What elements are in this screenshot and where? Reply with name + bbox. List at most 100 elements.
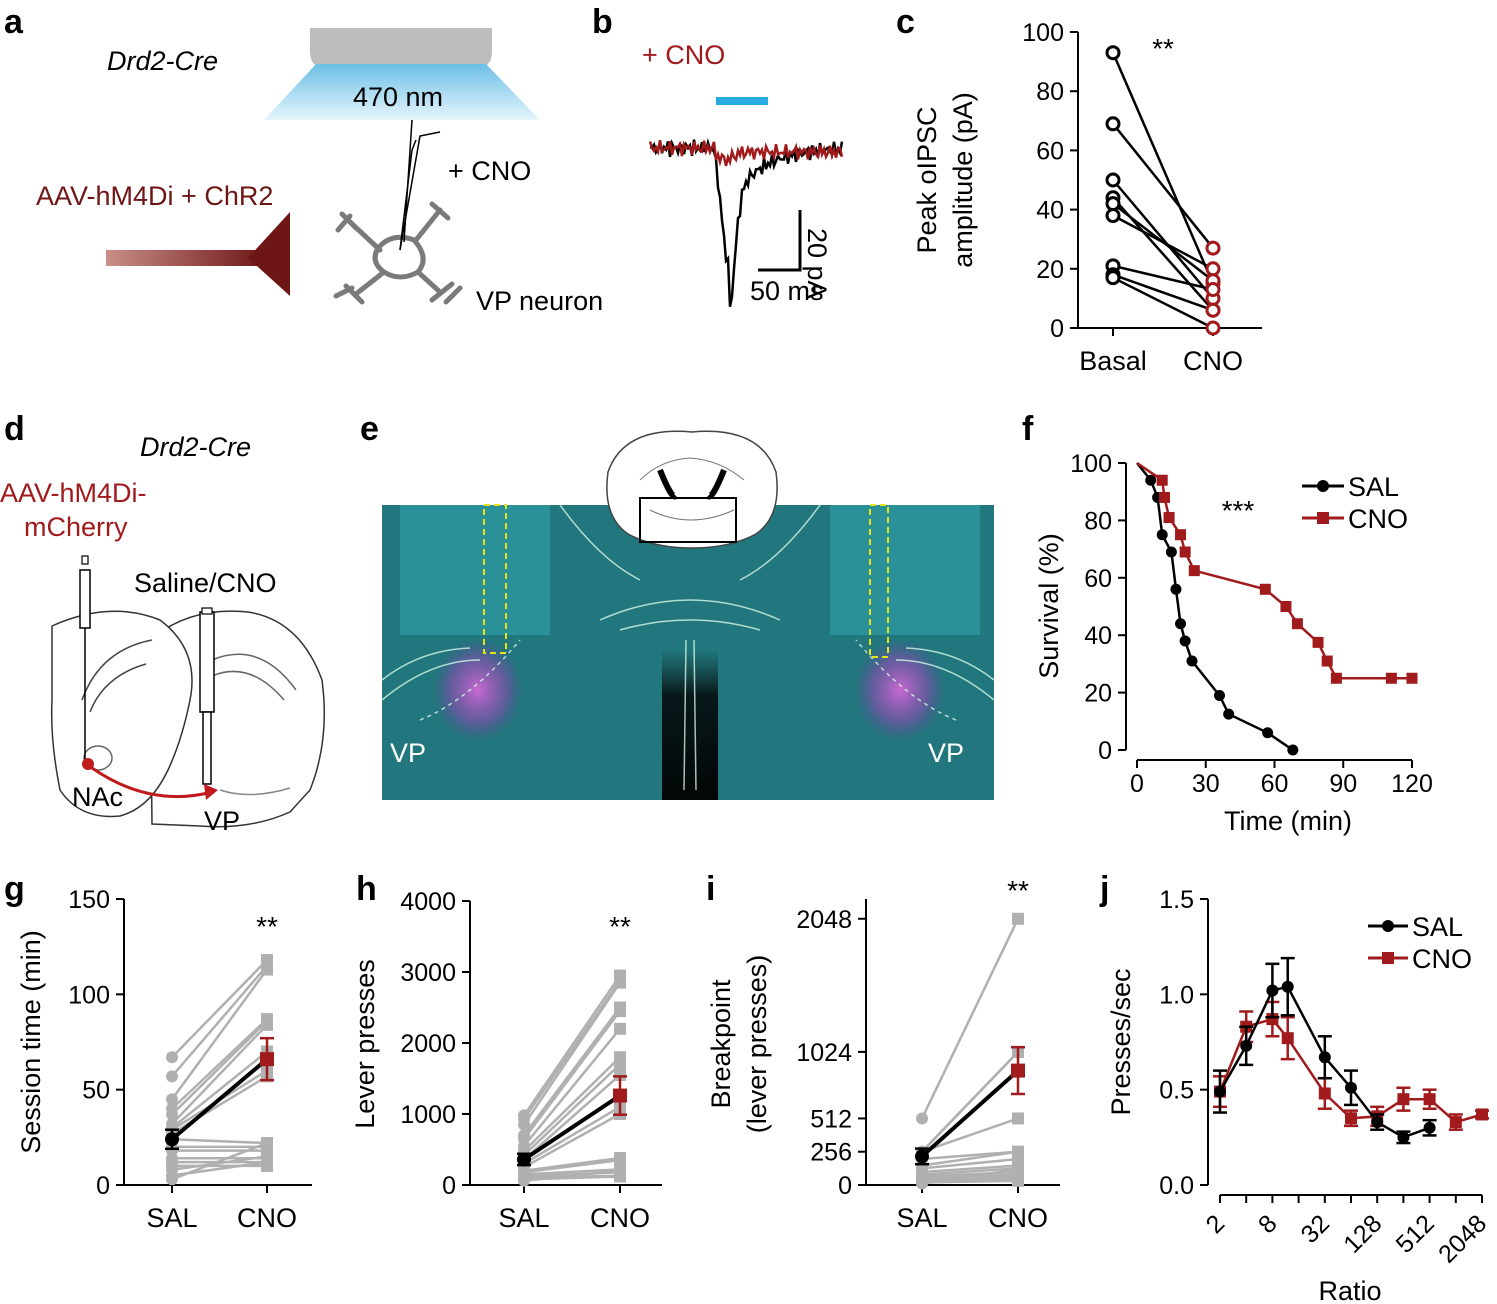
significance-marker: ***: [1222, 495, 1255, 526]
ipsc-trace-cno: [648, 139, 844, 167]
data-point-cno: [1281, 1032, 1294, 1045]
virus-label: mCherry: [24, 512, 128, 542]
pair-line: [523, 1056, 621, 1152]
data-point-sal: [1214, 1085, 1226, 1098]
data-point-basal: [1105, 45, 1121, 61]
chart-h: 0 1000 2000 3000 4000 SAL CNO: [400, 888, 662, 1233]
panel-f: f Survival (%) Time (min) *** 0 20 40 60 80 1…: [1022, 410, 1433, 836]
panel-g: g Session time (min) ** 0 50 100 150 SAL CNO: [4, 870, 312, 1233]
data-point-cno: [1179, 546, 1191, 558]
data-point-sal: [1175, 618, 1187, 630]
panel-letter: a: [4, 3, 24, 41]
fiber-track-right: [869, 504, 889, 658]
pair-line: [171, 1020, 268, 1116]
legend: SAL CNO: [1302, 472, 1408, 534]
projection-arrow-icon: [91, 766, 213, 798]
y-tick-label: 0: [1050, 315, 1064, 343]
arrowhead-icon: [204, 784, 218, 800]
x-tick-label: Basal: [1079, 346, 1147, 376]
mean-line: [522, 1093, 622, 1162]
data-point-sal: [1423, 1121, 1436, 1134]
mean-point-sal: [165, 1132, 179, 1147]
pair-line: [170, 968, 269, 1100]
y-tick-label: 80: [1036, 78, 1064, 106]
chart-i: 0 256 512 1024 2048 SAL CNO: [796, 899, 1060, 1233]
data-point-cno: [261, 963, 273, 976]
y-tick-label: 1.5: [1159, 886, 1194, 914]
data-point-sal: [1262, 727, 1274, 739]
data-point-sal: [166, 1051, 178, 1064]
data-point-cno: [1205, 240, 1221, 256]
scale-y-label: 20 pA: [802, 228, 832, 299]
data-point-sal: [1281, 980, 1294, 993]
data-point-cno: [1318, 1087, 1331, 1100]
scale-x-label: 50 ms: [750, 276, 824, 306]
genotype-label: Drd2-Cre: [140, 432, 251, 462]
data-point-sal: [166, 1173, 178, 1186]
region-label-vp: VP: [204, 806, 240, 836]
panel-i: i Breakpoint (lever presses) ** 0 256 512 1…: [706, 870, 1060, 1233]
pair-line: [1112, 179, 1214, 300]
data-point-cno: [614, 1022, 626, 1035]
mcherry-signal-left: [432, 638, 524, 742]
x-tick-label: SAL: [896, 1203, 947, 1233]
y-axis-label: Survival (%): [1034, 533, 1064, 679]
vp-label-left: VP: [390, 738, 426, 768]
light-cone-icon: [264, 64, 540, 120]
x-tick-label: CNO: [1183, 346, 1243, 376]
cannula-cap-icon: [201, 607, 213, 615]
x-tick-label: 512: [1391, 1209, 1440, 1258]
y-tick-label: 3000: [400, 959, 456, 987]
pair-line: [1112, 276, 1214, 330]
pair-line: [921, 1164, 1019, 1174]
panel-letter: g: [4, 870, 25, 908]
x-tick-label: 2048: [1433, 1209, 1492, 1268]
data-point-cno: [1259, 583, 1271, 595]
data-point-sal: [166, 1108, 178, 1121]
atlas-overlay: [381, 504, 995, 791]
data-point-cno: [261, 1137, 273, 1150]
legend-label-sal: SAL: [1348, 472, 1399, 502]
y-tick-label: 0.5: [1159, 1077, 1194, 1105]
data-point-cno: [614, 976, 626, 989]
y-tick-label: 20: [1036, 256, 1064, 284]
cno-label: + CNO: [448, 156, 531, 186]
panel-d: d Drd2-Cre AAV-hM4Di- mCherry Saline/CNO…: [0, 410, 326, 836]
fiber-track-left: [483, 504, 507, 654]
y-tick-label: 0: [838, 1172, 852, 1200]
virus-label: AAV-hM4Di-: [0, 478, 147, 508]
data-point-cno: [1205, 282, 1221, 298]
data-point-cno: [614, 1068, 626, 1081]
y-tick-label: 2000: [400, 1030, 456, 1058]
data-point-cno: [1345, 1112, 1357, 1125]
data-point-cno: [1012, 1172, 1024, 1185]
series-line-sal: [1136, 462, 1294, 752]
pair-line: [523, 1168, 621, 1176]
data-point-cno: [1385, 672, 1397, 684]
data-point-sal: [1240, 1039, 1253, 1052]
cannula-icon: [199, 611, 215, 713]
cno-label: + CNO: [642, 40, 725, 70]
pair-line: [921, 1117, 1019, 1153]
x-tick-label: 8: [1253, 1209, 1283, 1239]
y-tick-label: 256: [810, 1139, 852, 1167]
pair-line: [1112, 273, 1214, 312]
data-point-cno: [1476, 1108, 1488, 1121]
panel-e: e VP VP: [360, 410, 995, 800]
legend-label-cno: CNO: [1348, 504, 1408, 534]
cannula-shaft-icon: [202, 711, 212, 785]
injection-site-icon: [82, 758, 94, 770]
objective-icon: [310, 28, 492, 70]
legend-marker-sal: [1382, 920, 1394, 932]
vp-label-right: VP: [928, 738, 964, 768]
pair-line: [171, 1018, 268, 1110]
y-tick-label: 512: [810, 1105, 852, 1133]
y-tick-label: 150: [68, 886, 110, 914]
chart-f: 0 20 40 60 80 100 0 30 60 90 120: [1070, 450, 1433, 798]
data-point-basal: [1105, 116, 1121, 132]
legend-marker-cno: [1317, 512, 1329, 524]
y-tick-label: 0: [96, 1172, 110, 1200]
panel-letter: e: [360, 410, 379, 448]
terminal-icon: [248, 212, 290, 296]
